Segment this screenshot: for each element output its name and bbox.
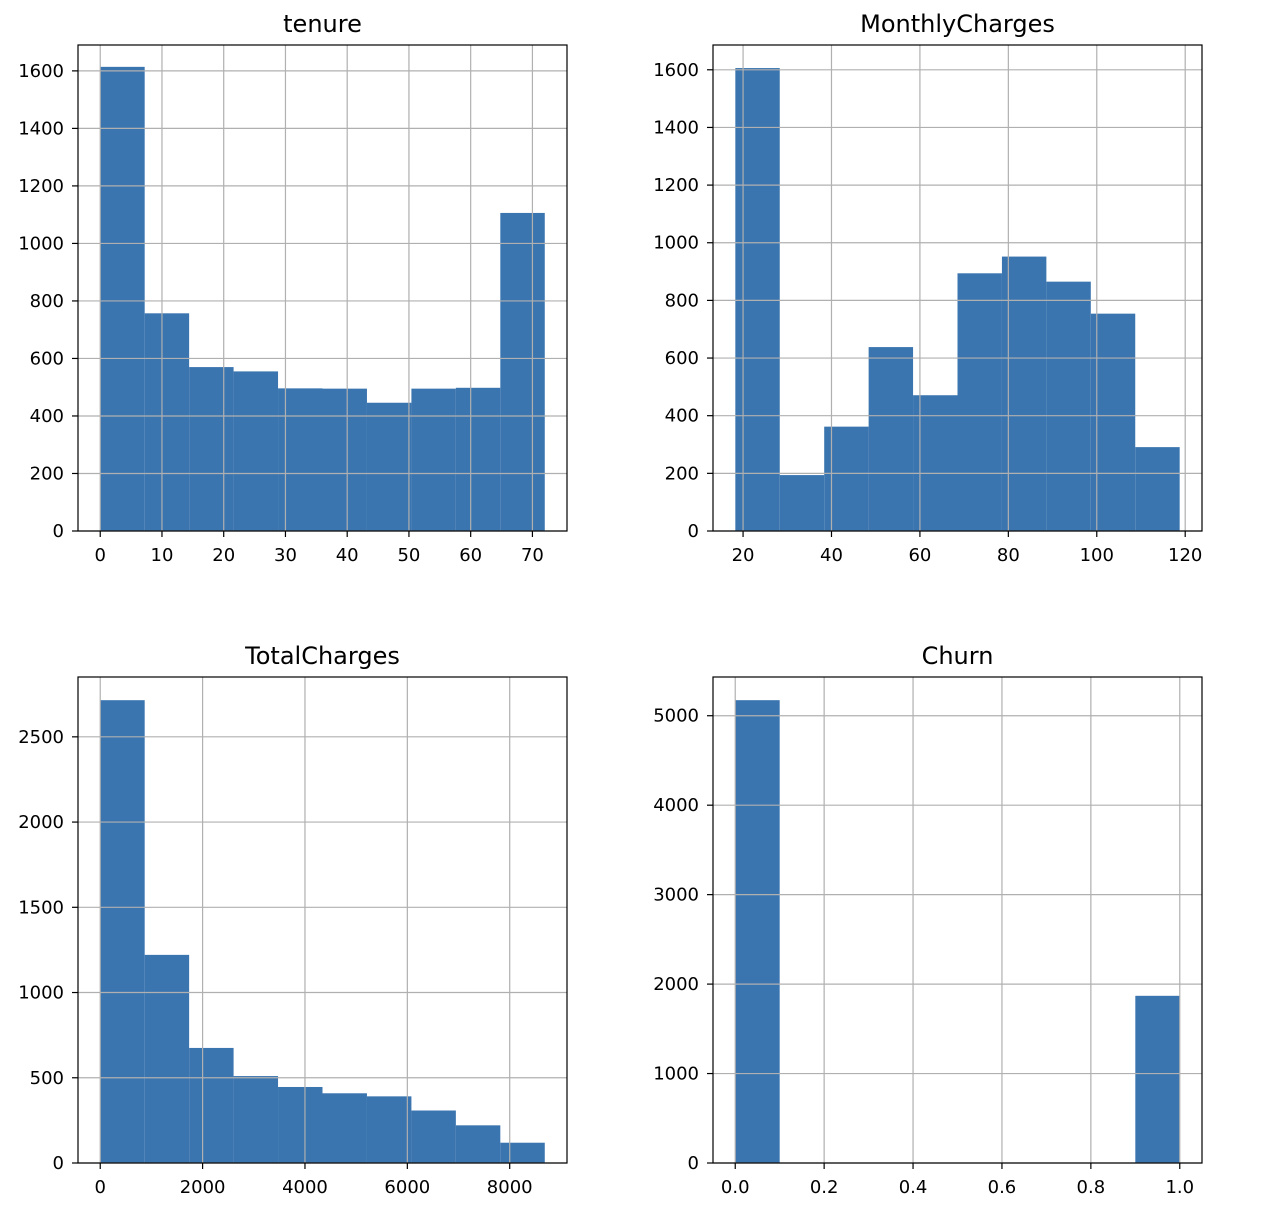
totalcharges-x-tick-label: 4000 [282, 1177, 328, 1198]
monthlycharges-y-tick-label: 1200 [653, 175, 699, 196]
totalcharges-x-tick-label: 2000 [180, 1177, 226, 1198]
monthlycharges-x-tick-label: 40 [820, 545, 843, 566]
monthlycharges-y-tick-label: 0 [688, 521, 699, 542]
churn-bar-9 [1135, 995, 1180, 1163]
tenure-chart-title: tenure [283, 10, 362, 38]
churn-x-tick-label: 0.0 [721, 1177, 750, 1198]
totalcharges-bar-2 [189, 1047, 234, 1163]
monthlycharges-chart-title: MonthlyCharges [860, 10, 1055, 38]
totalcharges-bar-5 [322, 1093, 367, 1163]
tenure-y-tick-label: 1000 [18, 233, 64, 254]
totalcharges-y-tick-label: 0 [53, 1153, 64, 1174]
churn-y-tick-label: 1000 [653, 1064, 699, 1085]
tenure-x-tick-label: 70 [521, 545, 544, 566]
monthlycharges-y-tick-label: 600 [665, 348, 699, 369]
monthlycharges-bar-5 [957, 273, 1002, 531]
tenure-bar-0 [100, 66, 145, 531]
churn-x-tick-label: 0.2 [810, 1177, 839, 1198]
subplot-tenure: 0 10 20 30 40 50 60 70 0 200 400 600 800 1000 1200 1400… [18, 10, 568, 566]
totalcharges-bar-4 [278, 1086, 323, 1163]
churn-bar-0 [735, 700, 780, 1163]
subplot-totalcharges: 0 2000 4000 6000 8000 0 500 1000 1500 2000 2500 Tot… [18, 642, 568, 1198]
totalcharges-x-tick-label: 6000 [384, 1177, 430, 1198]
totalcharges-bar-9 [500, 1142, 545, 1163]
totalcharges-x-tick-label: 8000 [487, 1177, 533, 1198]
monthlycharges-y-tick-label: 400 [665, 406, 699, 427]
totalcharges-bar-7 [411, 1110, 456, 1163]
tenure-y-tick-label: 800 [30, 291, 64, 312]
monthlycharges-bar-8 [1090, 313, 1136, 531]
totalcharges-bar-6 [366, 1096, 412, 1163]
monthlycharges-bar-9 [1135, 447, 1180, 531]
tenure-bar-2 [189, 367, 234, 531]
subplot-churn: 0.0 0.2 0.4 0.6 0.8 1.0 0 1000 2000 3000 4000 5000 C… [653, 642, 1203, 1198]
monthlycharges-x-tick-label: 20 [732, 545, 755, 566]
churn-x-tick-label: 0.8 [1077, 1177, 1106, 1198]
tenure-bar-8 [455, 387, 501, 531]
tenure-y-tick-label: 600 [30, 348, 64, 369]
tenure-y-tick-label: 400 [30, 406, 64, 427]
churn-chart-title: Churn [922, 642, 994, 670]
churn-axes-frame [712, 676, 1203, 1164]
monthlycharges-bar-3 [868, 347, 914, 531]
monthlycharges-y-tick-label: 800 [665, 290, 699, 311]
monthlycharges-x-tick-label: 100 [1080, 545, 1114, 566]
tenure-x-tick-label: 0 [95, 545, 106, 566]
tenure-y-tick-label: 1200 [18, 176, 64, 197]
monthlycharges-y-tick-label: 1600 [653, 60, 699, 81]
monthlycharges-x-tick-label: 120 [1168, 545, 1202, 566]
tenure-y-tick-label: 200 [30, 463, 64, 484]
tenure-bar-3 [233, 371, 279, 531]
tenure-bar-7 [411, 388, 456, 531]
monthlycharges-bar-0 [735, 68, 780, 532]
totalcharges-y-tick-label: 2000 [18, 812, 64, 833]
monthlycharges-bar-2 [824, 426, 869, 531]
tenure-bar-9 [500, 212, 545, 532]
monthlycharges-x-tick-label: 80 [997, 545, 1020, 566]
monthlycharges-y-tick-label: 200 [665, 463, 699, 484]
totalcharges-bar-0 [100, 700, 145, 1163]
monthlycharges-axes-frame [712, 44, 1203, 532]
churn-y-tick-label: 0 [688, 1153, 699, 1174]
totalcharges-bar-1 [144, 954, 190, 1163]
subplot-monthlycharges: 20 40 60 80 100 12002004006008001000120014001… [653, 10, 1203, 566]
totalcharges-y-tick-label: 2500 [18, 727, 64, 748]
totalcharges-bar-3 [233, 1076, 279, 1163]
tenure-x-tick-label: 40 [336, 545, 359, 566]
tenure-bar-6 [366, 402, 412, 531]
totalcharges-chart-title: TotalCharges [244, 642, 400, 670]
tenure-y-tick-label: 1400 [18, 118, 64, 139]
tenure-bar-5 [322, 388, 367, 531]
tenure-axes-frame [77, 44, 568, 532]
tenure-bar-1 [144, 313, 190, 531]
tenure-x-tick-label: 60 [459, 545, 482, 566]
monthlycharges-bar-6 [1001, 256, 1047, 531]
churn-x-tick-label: 0.4 [899, 1177, 928, 1198]
tenure-x-tick-label: 30 [274, 545, 297, 566]
tenure-y-tick-label: 0 [53, 521, 64, 542]
tenure-y-tick-label: 1600 [18, 61, 64, 82]
churn-y-tick-label: 3000 [653, 885, 699, 906]
totalcharges-y-tick-label: 500 [30, 1068, 64, 1089]
churn-x-tick-label: 1.0 [1165, 1177, 1194, 1198]
monthlycharges-y-tick-label: 1000 [653, 233, 699, 254]
churn-y-tick-label: 2000 [653, 974, 699, 995]
monthlycharges-bar-1 [779, 475, 825, 531]
totalcharges-y-tick-label: 1000 [18, 983, 64, 1004]
churn-y-tick-label: 4000 [653, 795, 699, 816]
monthlycharges-y-tick-label: 1400 [653, 117, 699, 138]
totalcharges-y-tick-label: 1500 [18, 897, 64, 918]
monthlycharges-x-tick-label: 60 [908, 545, 931, 566]
totalcharges-x-tick-label: 0 [95, 1177, 106, 1198]
churn-y-tick-label: 5000 [653, 706, 699, 727]
totalcharges-axes-frame [77, 676, 568, 1164]
tenure-x-tick-label: 20 [212, 545, 235, 566]
totalcharges-bar-8 [455, 1125, 501, 1163]
monthlycharges-bar-7 [1046, 281, 1091, 531]
churn-x-tick-label: 0.6 [988, 1177, 1017, 1198]
tenure-x-tick-label: 50 [397, 545, 420, 566]
tenure-x-tick-label: 10 [151, 545, 174, 566]
tenure-bar-4 [278, 388, 323, 531]
